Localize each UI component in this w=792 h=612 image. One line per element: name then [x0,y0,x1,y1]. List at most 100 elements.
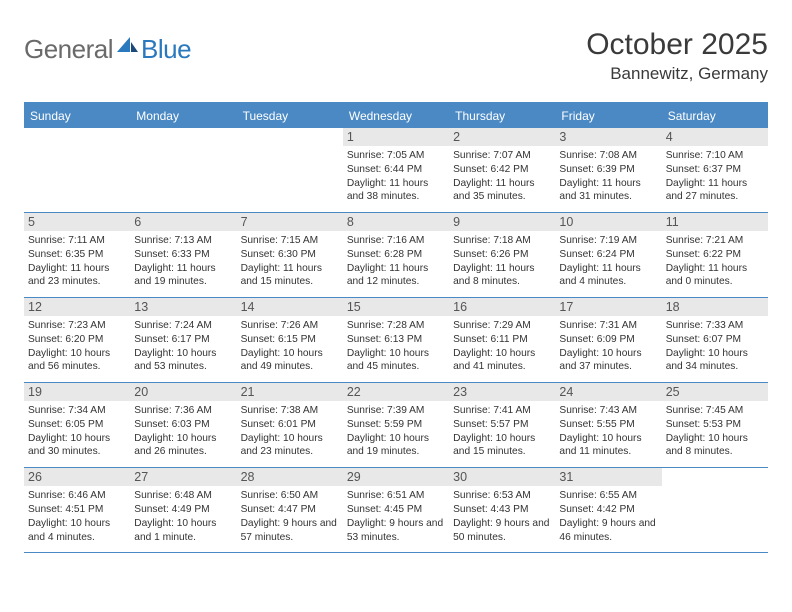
day-number: 16 [449,298,555,316]
daylight-line: Daylight: 10 hours and 45 minutes. [347,347,445,375]
sunrise-line: Sunrise: 6:53 AM [453,489,551,503]
day-cell: 20Sunrise: 7:36 AMSunset: 6:03 PMDayligh… [130,383,236,467]
day-number: 22 [343,383,449,401]
day-number: 13 [130,298,236,316]
sunrise-line: Sunrise: 7:07 AM [453,149,551,163]
sunrise-line: Sunrise: 7:34 AM [28,404,126,418]
day-number: 20 [130,383,236,401]
sunset-line: Sunset: 4:51 PM [28,503,126,517]
sunset-line: Sunset: 6:39 PM [559,163,657,177]
day-cell: 8Sunrise: 7:16 AMSunset: 6:28 PMDaylight… [343,213,449,297]
day-number: 4 [662,128,768,146]
sunrise-line: Sunrise: 7:05 AM [347,149,445,163]
day-number: 8 [343,213,449,231]
sunrise-line: Sunrise: 7:24 AM [134,319,232,333]
sunrise-line: Sunrise: 7:16 AM [347,234,445,248]
day-cell: 1 Sunrise: 7:05 AMSunset: 6:44 PMDaylight… [343,128,449,212]
day-cell: 16Sunrise: 7:29 AMSunset: 6:11 PMDayligh… [449,298,555,382]
daylight-line: Daylight: 11 hours and 27 minutes. [666,177,764,205]
sunrise-line: Sunrise: 6:48 AM [134,489,232,503]
daylight-line: Daylight: 10 hours and 1 minute. [134,517,232,545]
sunset-line: Sunset: 6:26 PM [453,248,551,262]
day-number: 27 [130,468,236,486]
sunset-line: Sunset: 6:22 PM [666,248,764,262]
daylight-line: Daylight: 11 hours and 35 minutes. [453,177,551,205]
week-row: 26Sunrise: 6:46 AMSunset: 4:51 PMDayligh… [24,468,768,553]
weekday-header: Monday [130,104,236,128]
sunrise-line: Sunrise: 7:31 AM [559,319,657,333]
daylight-line: Daylight: 10 hours and 53 minutes. [134,347,232,375]
day-cell: 27Sunrise: 6:48 AMSunset: 4:49 PMDayligh… [130,468,236,552]
day-cell: 19Sunrise: 7:34 AMSunset: 6:05 PMDayligh… [24,383,130,467]
daylight-line: Daylight: 9 hours and 46 minutes. [559,517,657,545]
day-number: 17 [555,298,661,316]
day-number: 12 [24,298,130,316]
sunset-line: Sunset: 6:30 PM [241,248,339,262]
daylight-line: Daylight: 11 hours and 0 minutes. [666,262,764,290]
day-cell: 5Sunrise: 7:11 AMSunset: 6:35 PMDaylight… [24,213,130,297]
sunset-line: Sunset: 4:45 PM [347,503,445,517]
week-row: 12Sunrise: 7:23 AMSunset: 6:20 PMDayligh… [24,298,768,383]
daylight-line: Daylight: 11 hours and 19 minutes. [134,262,232,290]
day-number: 29 [343,468,449,486]
day-number: 10 [555,213,661,231]
sunrise-line: Sunrise: 7:28 AM [347,319,445,333]
day-number: 26 [24,468,130,486]
day-number: 7 [237,213,343,231]
daylight-line: Daylight: 10 hours and 34 minutes. [666,347,764,375]
daylight-line: Daylight: 10 hours and 56 minutes. [28,347,126,375]
day-cell: 21Sunrise: 7:38 AMSunset: 6:01 PMDayligh… [237,383,343,467]
day-cell: 7Sunrise: 7:15 AMSunset: 6:30 PMDaylight… [237,213,343,297]
sunrise-line: Sunrise: 7:26 AM [241,319,339,333]
month-title: October 2025 [586,28,768,62]
day-cell: 2Sunrise: 7:07 AMSunset: 6:42 PMDaylight… [449,128,555,212]
weekday-header-row: SundayMondayTuesdayWednesdayThursdayFrid… [24,104,768,128]
day-cell: 29Sunrise: 6:51 AMSunset: 4:45 PMDayligh… [343,468,449,552]
sunset-line: Sunset: 6:15 PM [241,333,339,347]
sunset-line: Sunset: 6:17 PM [134,333,232,347]
day-cell: 15Sunrise: 7:28 AMSunset: 6:13 PMDayligh… [343,298,449,382]
day-cell: . [237,128,343,212]
daylight-line: Daylight: 10 hours and 11 minutes. [559,432,657,460]
day-cell: . [662,468,768,552]
daylight-line: Daylight: 9 hours and 57 minutes. [241,517,339,545]
daylight-line: Daylight: 11 hours and 23 minutes. [28,262,126,290]
day-number: 30 [449,468,555,486]
sunset-line: Sunset: 5:55 PM [559,418,657,432]
sunrise-line: Sunrise: 7:39 AM [347,404,445,418]
day-cell: 12Sunrise: 7:23 AMSunset: 6:20 PMDayligh… [24,298,130,382]
sunrise-line: Sunrise: 7:11 AM [28,234,126,248]
day-number: 1 [343,128,449,146]
day-number: 18 [662,298,768,316]
daylight-line: Daylight: 9 hours and 53 minutes. [347,517,445,545]
sunset-line: Sunset: 6:07 PM [666,333,764,347]
daylight-line: Daylight: 11 hours and 38 minutes. [347,177,445,205]
daylight-line: Daylight: 10 hours and 26 minutes. [134,432,232,460]
day-cell: 22 Sunrise: 7:39 AMSunset: 5:59 PMDayligh… [343,383,449,467]
sunset-line: Sunset: 6:33 PM [134,248,232,262]
day-number: 24 [555,383,661,401]
daylight-line: Daylight: 10 hours and 37 minutes. [559,347,657,375]
day-cell: 25Sunrise: 7:45 AMSunset: 5:53 PMDayligh… [662,383,768,467]
sunset-line: Sunset: 6:42 PM [453,163,551,177]
sunset-line: Sunset: 4:47 PM [241,503,339,517]
day-number: 23 [449,383,555,401]
sunset-line: Sunset: 6:44 PM [347,163,445,177]
daylight-line: Daylight: 10 hours and 19 minutes. [347,432,445,460]
day-cell: 24Sunrise: 7:43 AMSunset: 5:55 PMDayligh… [555,383,661,467]
sunset-line: Sunset: 6:20 PM [28,333,126,347]
sunset-line: Sunset: 4:42 PM [559,503,657,517]
sunset-line: Sunset: 6:11 PM [453,333,551,347]
sunset-line: Sunset: 5:59 PM [347,418,445,432]
sunset-line: Sunset: 4:43 PM [453,503,551,517]
sunrise-line: Sunrise: 7:45 AM [666,404,764,418]
daylight-line: Daylight: 10 hours and 23 minutes. [241,432,339,460]
daylight-line: Daylight: 11 hours and 12 minutes. [347,262,445,290]
sunrise-line: Sunrise: 7:41 AM [453,404,551,418]
week-row: 19Sunrise: 7:34 AMSunset: 6:05 PMDayligh… [24,383,768,468]
sunset-line: Sunset: 5:57 PM [453,418,551,432]
sunrise-line: Sunrise: 7:19 AM [559,234,657,248]
sunrise-line: Sunrise: 7:13 AM [134,234,232,248]
sunset-line: Sunset: 5:53 PM [666,418,764,432]
weekday-header: Wednesday [343,104,449,128]
